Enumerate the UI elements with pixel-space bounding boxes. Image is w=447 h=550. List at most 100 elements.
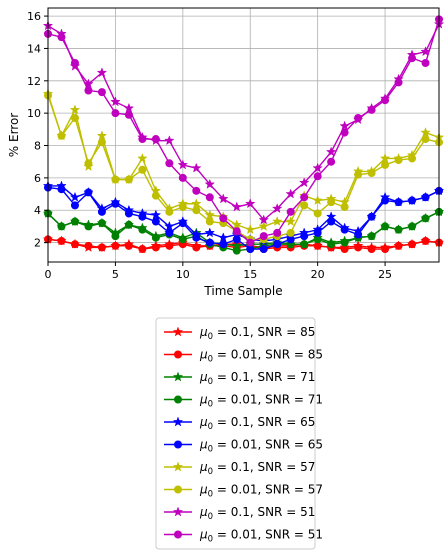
data-point bbox=[313, 209, 322, 218]
data-point bbox=[327, 240, 336, 249]
data-point bbox=[218, 232, 229, 243]
data-point bbox=[327, 217, 336, 226]
data-point bbox=[57, 33, 66, 42]
x-tick-label: 10 bbox=[176, 268, 190, 281]
data-point bbox=[379, 152, 391, 163]
data-point bbox=[205, 217, 214, 226]
legend-marker bbox=[174, 485, 182, 494]
data-point bbox=[204, 178, 216, 189]
data-point bbox=[138, 135, 147, 144]
x-tick-label: 25 bbox=[378, 268, 392, 281]
data-point bbox=[258, 220, 269, 231]
legend-item: μ0 = 0.1, SNR = 65 bbox=[164, 415, 315, 432]
data-point bbox=[138, 165, 147, 174]
y-tick-label: 14 bbox=[27, 42, 41, 55]
data-point bbox=[258, 214, 269, 225]
data-point bbox=[124, 241, 133, 250]
data-point bbox=[300, 201, 309, 210]
plot-frame bbox=[47, 7, 440, 263]
legend-marker bbox=[174, 530, 182, 539]
data-point bbox=[111, 241, 120, 250]
x-tick-label: 15 bbox=[243, 268, 257, 281]
data-point bbox=[340, 128, 349, 137]
y-tick-label: 6 bbox=[34, 172, 41, 185]
data-point bbox=[96, 130, 108, 141]
data-point bbox=[57, 222, 66, 231]
data-point bbox=[57, 131, 66, 140]
data-point bbox=[165, 241, 174, 250]
data-point bbox=[191, 162, 202, 173]
legend-label: μ0 = 0.1, SNR = 71 bbox=[199, 370, 315, 387]
y-tick-label: 8 bbox=[34, 140, 41, 153]
data-point bbox=[367, 212, 376, 221]
y-axis-label: % Error bbox=[7, 113, 21, 158]
data-point bbox=[191, 198, 202, 209]
data-point bbox=[340, 238, 349, 247]
data-point bbox=[327, 157, 336, 166]
series-layer bbox=[42, 15, 445, 255]
data-point bbox=[164, 135, 175, 146]
y-tick-label: 16 bbox=[27, 10, 41, 23]
data-point bbox=[381, 245, 390, 254]
legend-label: μ0 = 0.1, SNR = 51 bbox=[199, 505, 315, 522]
data-point bbox=[286, 228, 295, 237]
data-point bbox=[285, 216, 296, 227]
series-9 bbox=[44, 15, 443, 247]
data-point bbox=[84, 86, 93, 95]
data-point bbox=[138, 245, 147, 254]
legend-item: μ0 = 0.01, SNR = 51 bbox=[164, 528, 323, 545]
data-point bbox=[96, 67, 108, 78]
data-point bbox=[69, 104, 81, 115]
data-point bbox=[124, 110, 133, 119]
data-point bbox=[339, 120, 350, 131]
series-line bbox=[48, 185, 440, 242]
legend-item: μ0 = 0.1, SNR = 51 bbox=[164, 505, 315, 522]
data-point bbox=[165, 207, 174, 216]
legend-marker bbox=[174, 440, 182, 449]
legend-label: μ0 = 0.01, SNR = 71 bbox=[199, 393, 323, 410]
data-point bbox=[177, 159, 189, 170]
data-point bbox=[97, 243, 106, 252]
data-point bbox=[192, 243, 201, 252]
data-point bbox=[354, 230, 363, 239]
data-point bbox=[111, 175, 120, 184]
data-point bbox=[138, 225, 147, 234]
data-point bbox=[421, 59, 430, 68]
data-point bbox=[354, 243, 363, 252]
data-point bbox=[57, 185, 66, 194]
legend-item: μ0 = 0.01, SNR = 65 bbox=[164, 438, 323, 455]
data-point bbox=[204, 227, 216, 238]
data-point bbox=[151, 135, 160, 144]
data-point bbox=[111, 199, 120, 208]
data-point bbox=[151, 243, 160, 252]
series-line bbox=[47, 186, 440, 250]
data-point bbox=[97, 88, 106, 97]
data-point bbox=[219, 214, 228, 223]
legend-label: μ0 = 0.01, SNR = 65 bbox=[199, 438, 323, 455]
series-7 bbox=[44, 91, 443, 244]
data-point bbox=[300, 240, 309, 249]
data-point bbox=[111, 232, 120, 241]
data-point bbox=[271, 216, 283, 227]
legend: μ0 = 0.1, SNR = 85 μ0 = 0.01, SNR = 85 μ0 … bbox=[155, 317, 323, 550]
data-point bbox=[124, 220, 133, 229]
data-point bbox=[165, 228, 174, 237]
data-point bbox=[246, 238, 255, 247]
data-point bbox=[408, 196, 417, 205]
y-tick-label: 12 bbox=[27, 75, 41, 88]
data-point bbox=[420, 127, 431, 138]
data-point bbox=[178, 173, 187, 182]
legend-label: μ0 = 0.1, SNR = 65 bbox=[199, 415, 315, 432]
data-point bbox=[340, 202, 349, 211]
data-point bbox=[70, 201, 79, 210]
data-point bbox=[97, 219, 106, 228]
x-tick-label: 0 bbox=[45, 268, 52, 281]
data-point bbox=[271, 203, 283, 214]
x-tick-label: 5 bbox=[112, 268, 119, 281]
data-point bbox=[84, 188, 93, 197]
data-point bbox=[231, 201, 243, 212]
x-tick-label: 20 bbox=[311, 268, 325, 281]
data-point bbox=[313, 172, 322, 181]
data-point bbox=[205, 238, 214, 247]
